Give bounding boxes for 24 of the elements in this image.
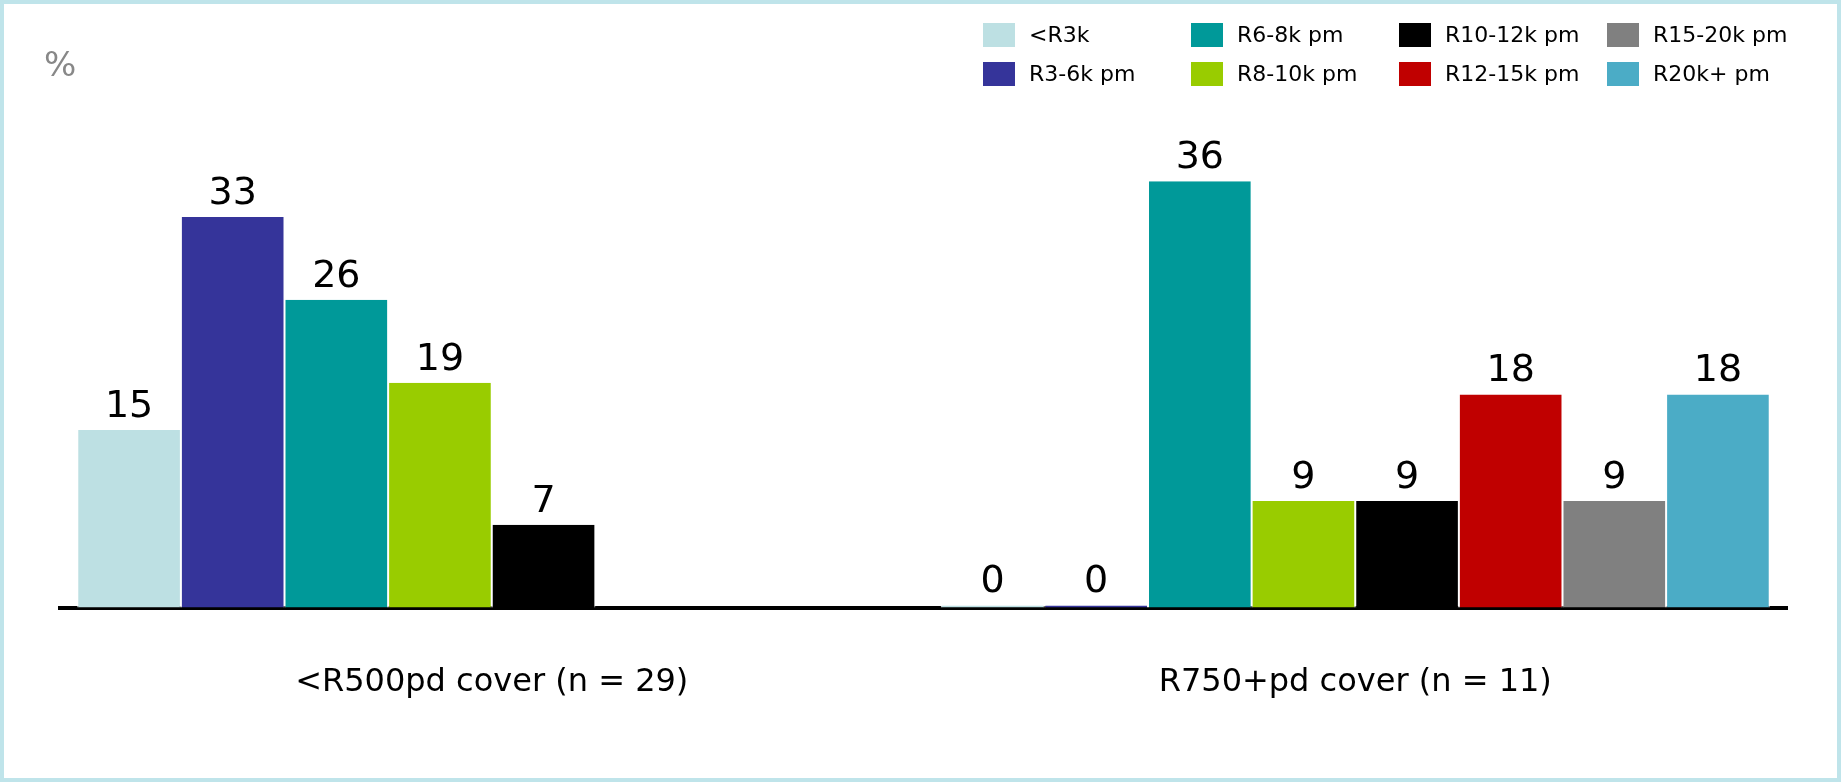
legend-label: R6-8k pm	[1237, 22, 1344, 47]
data-label: 26	[312, 251, 361, 296]
legend-label: R15-20k pm	[1653, 22, 1788, 47]
data-label: 15	[104, 381, 154, 426]
data-label: 9	[1291, 452, 1316, 497]
legend-label: R8-10k pm	[1237, 61, 1358, 86]
x-tick-label: R750+pd cover (n = 11)	[1158, 661, 1552, 700]
data-label: 18	[1486, 346, 1535, 391]
legend-label: R10-12k pm	[1445, 22, 1580, 47]
data-label: 36	[1175, 133, 1224, 178]
data-label: 7	[531, 476, 556, 521]
legend-label: R12-15k pm	[1445, 61, 1580, 86]
data-label: 33	[208, 168, 257, 213]
data-label: 19	[415, 334, 465, 379]
legend-label: <R3k	[1029, 22, 1090, 47]
legend-label: R20k+ pm	[1653, 61, 1770, 86]
x-tick-label: <R500pd cover (n = 29)	[295, 661, 689, 700]
legend-label: R3-6k pm	[1029, 61, 1136, 86]
y-axis-title: %	[44, 44, 77, 84]
data-label: 0	[1084, 557, 1109, 602]
data-label: 9	[1394, 452, 1420, 497]
data-label: 9	[1602, 452, 1627, 497]
data-label: 0	[980, 557, 1005, 602]
data-label: 18	[1693, 346, 1743, 391]
